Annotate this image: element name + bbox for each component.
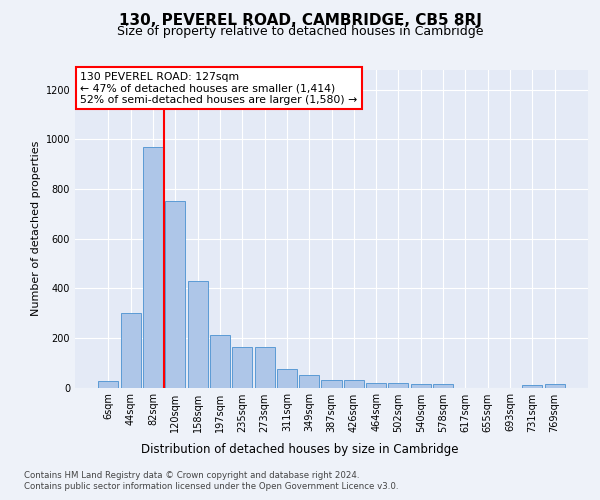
Text: Size of property relative to detached houses in Cambridge: Size of property relative to detached ho… — [117, 25, 483, 38]
Text: 130, PEVEREL ROAD, CAMBRIDGE, CB5 8RJ: 130, PEVEREL ROAD, CAMBRIDGE, CB5 8RJ — [119, 12, 481, 28]
Bar — [411, 384, 431, 388]
Bar — [322, 380, 341, 388]
Bar — [344, 380, 364, 388]
Text: 130 PEVEREL ROAD: 127sqm
← 47% of detached houses are smaller (1,414)
52% of sem: 130 PEVEREL ROAD: 127sqm ← 47% of detach… — [80, 72, 358, 105]
Text: Contains HM Land Registry data © Crown copyright and database right 2024.: Contains HM Land Registry data © Crown c… — [24, 471, 359, 480]
Bar — [98, 382, 118, 388]
Bar — [121, 313, 141, 388]
Bar — [388, 383, 409, 388]
Bar — [188, 281, 208, 388]
Bar — [299, 375, 319, 388]
Bar — [254, 346, 275, 388]
Text: Distribution of detached houses by size in Cambridge: Distribution of detached houses by size … — [141, 442, 459, 456]
Bar — [210, 336, 230, 388]
Y-axis label: Number of detached properties: Number of detached properties — [31, 141, 41, 316]
Bar — [232, 346, 252, 388]
Bar — [165, 202, 185, 388]
Bar — [366, 383, 386, 388]
Bar — [433, 384, 453, 388]
Bar — [277, 369, 297, 388]
Text: Contains public sector information licensed under the Open Government Licence v3: Contains public sector information licen… — [24, 482, 398, 491]
Bar — [545, 384, 565, 388]
Bar — [522, 384, 542, 388]
Bar — [143, 147, 163, 388]
